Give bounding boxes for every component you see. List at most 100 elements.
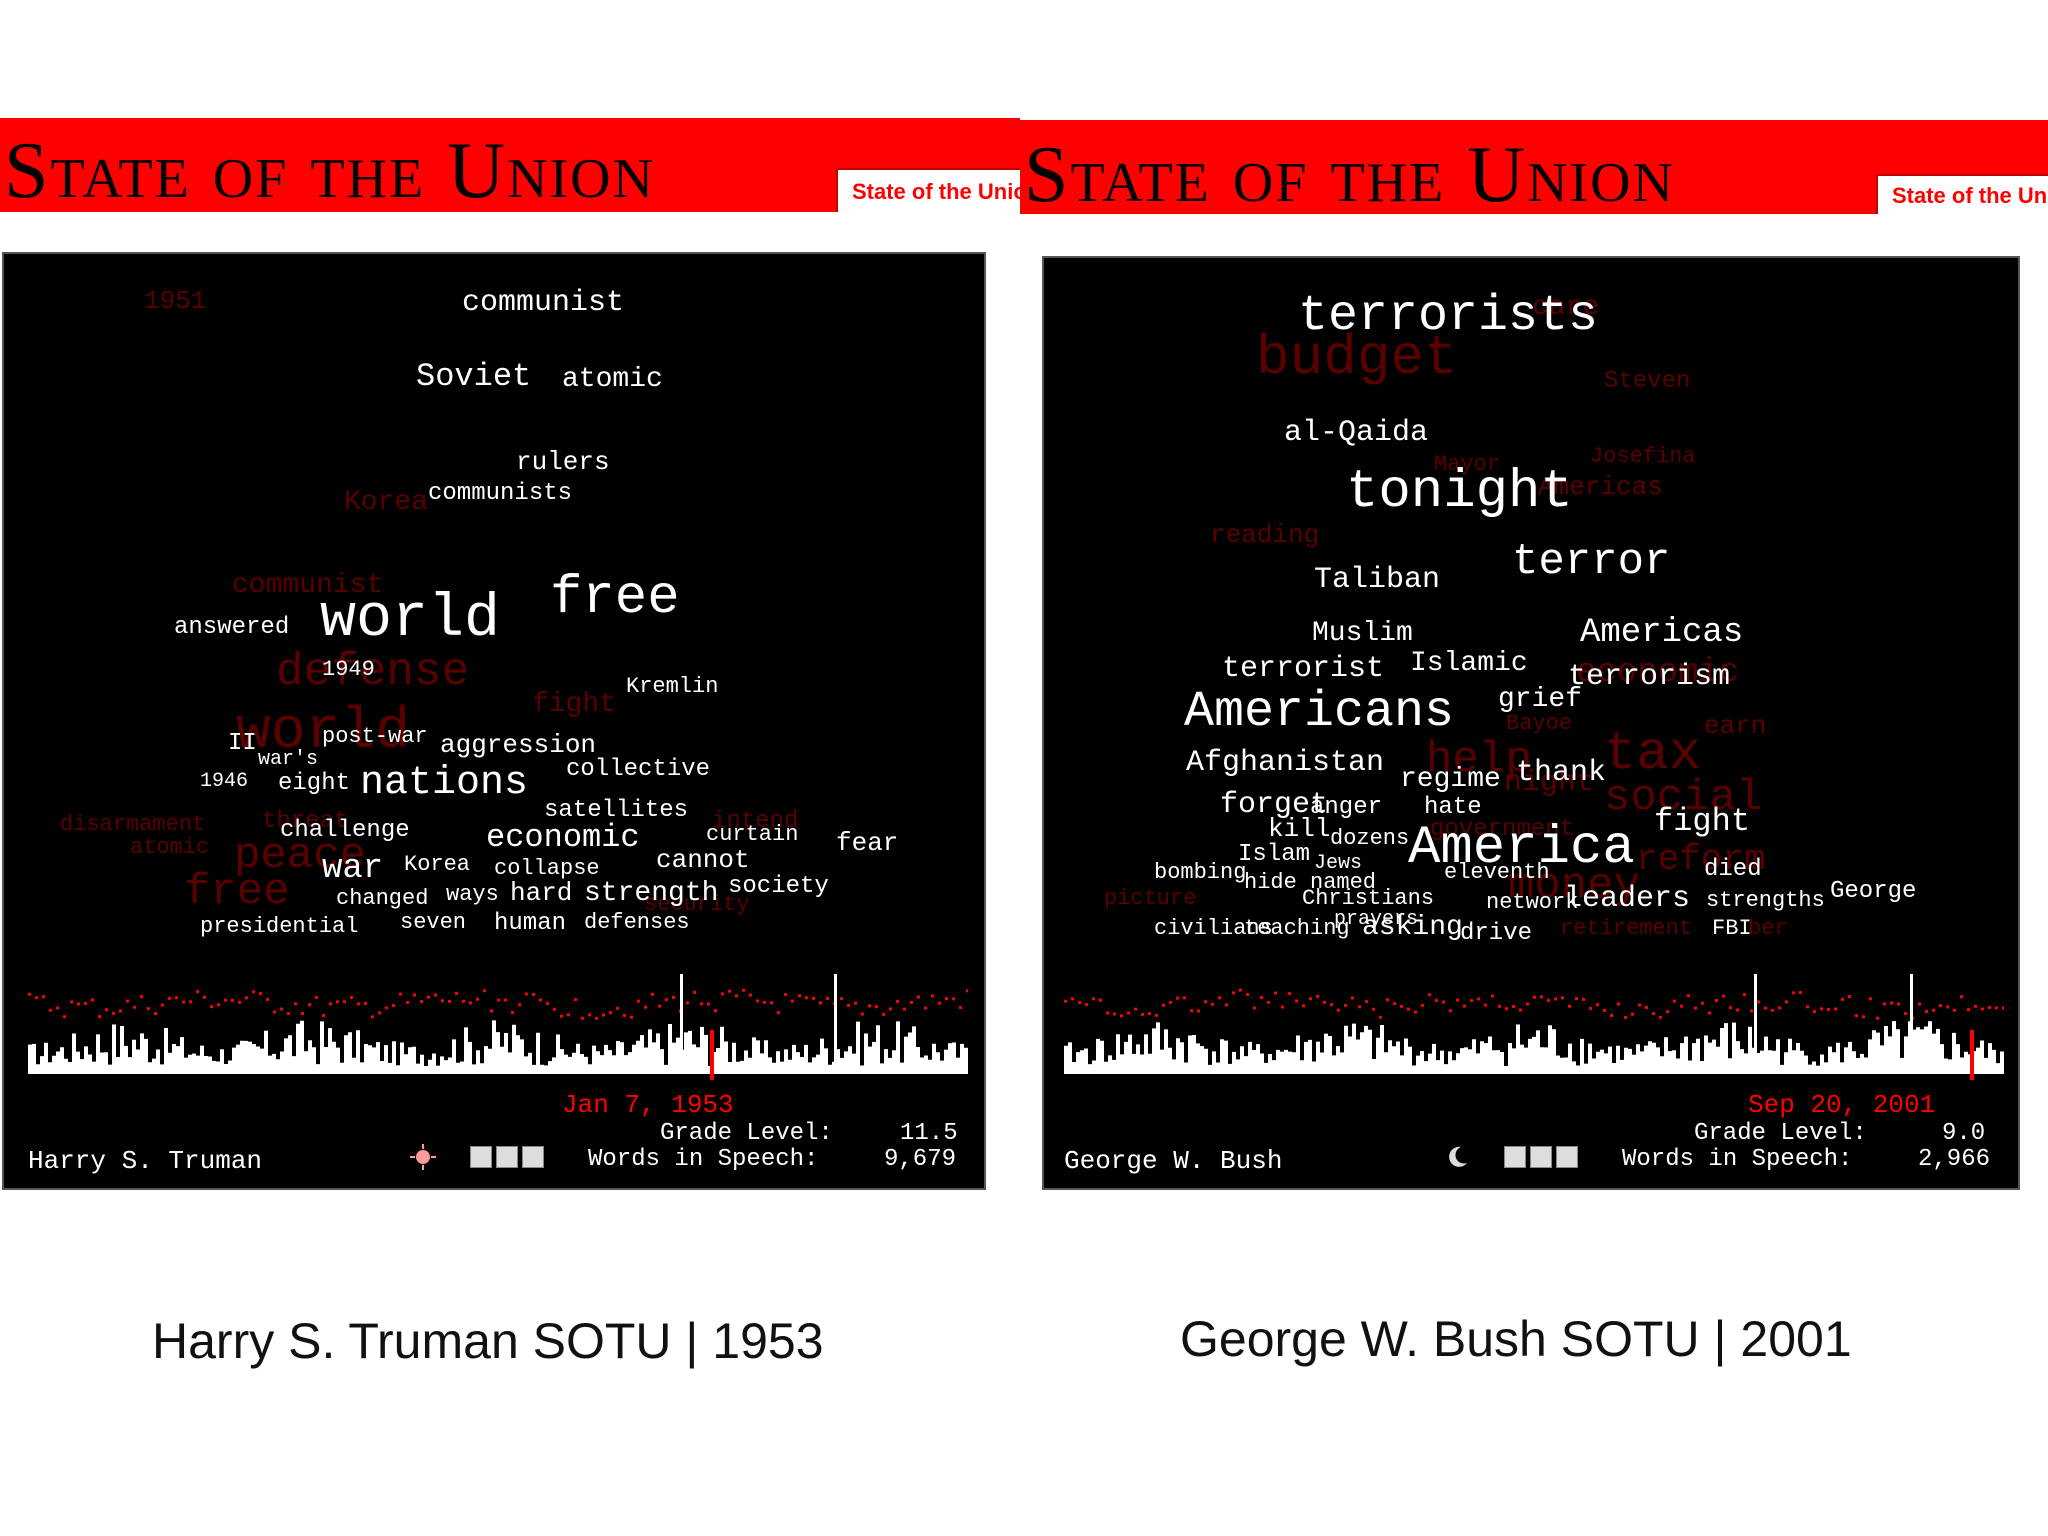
- cloud-word[interactable]: presidential: [200, 914, 359, 939]
- cloud-word[interactable]: Islamic: [1410, 648, 1528, 679]
- cloud-word[interactable]: Kremlin: [626, 674, 719, 699]
- cloud-word[interactable]: economic: [1576, 654, 1740, 692]
- cloud-word[interactable]: terrorism: [1568, 660, 1731, 694]
- cloud-word[interactable]: reform: [1636, 839, 1766, 880]
- cloud-word[interactable]: atomic: [562, 364, 663, 395]
- cloud-word[interactable]: aggression: [440, 730, 597, 760]
- cloud-word[interactable]: network: [1486, 890, 1579, 915]
- cloud-word[interactable]: money: [1508, 861, 1641, 911]
- cloud-word[interactable]: care: [1532, 292, 1600, 323]
- cloud-word[interactable]: Islam: [1238, 841, 1311, 868]
- cloud-word[interactable]: free: [550, 568, 680, 629]
- right-frequency-chart[interactable]: [1064, 974, 2004, 1084]
- cloud-word[interactable]: teaching: [1244, 916, 1350, 941]
- cloud-word[interactable]: II: [228, 730, 257, 757]
- cloud-word[interactable]: died: [1704, 856, 1762, 883]
- cloud-word[interactable]: dozens: [1330, 826, 1410, 851]
- cloud-word[interactable]: Korea: [344, 487, 429, 518]
- cloud-word[interactable]: world: [236, 700, 411, 765]
- right-banner-tab[interactable]: State of the Union: [1876, 174, 2048, 214]
- cloud-word[interactable]: cannot: [656, 845, 750, 875]
- cloud-word[interactable]: Christians: [1302, 886, 1435, 911]
- cloud-word[interactable]: Jews: [1314, 852, 1363, 875]
- cloud-word[interactable]: terrorist: [1222, 652, 1385, 686]
- cloud-word[interactable]: war: [322, 850, 384, 888]
- list-icon[interactable]: [496, 1146, 518, 1168]
- cloud-word[interactable]: Soviet: [416, 358, 532, 395]
- cloud-word[interactable]: FBI: [1712, 916, 1752, 941]
- cloud-word[interactable]: civilians: [1154, 916, 1273, 941]
- cloud-word[interactable]: nations: [360, 761, 529, 806]
- cloud-word[interactable]: 1949: [322, 657, 375, 682]
- cloud-word[interactable]: picture: [1104, 886, 1197, 911]
- cloud-word[interactable]: fight: [532, 689, 617, 720]
- cloud-word[interactable]: communists: [428, 480, 573, 507]
- list-icon[interactable]: [1530, 1146, 1552, 1168]
- cloud-word[interactable]: strength: [584, 878, 719, 909]
- left-banner-tab[interactable]: State of the Union: [836, 168, 1020, 212]
- cloud-word[interactable]: Taliban: [1314, 563, 1441, 597]
- cloud-word[interactable]: seven: [400, 910, 467, 935]
- cloud-word[interactable]: Korea: [404, 852, 471, 877]
- cloud-word[interactable]: Afghanistan: [1186, 746, 1385, 780]
- cloud-word[interactable]: free: [184, 867, 290, 917]
- cloud-word[interactable]: post-war: [322, 724, 428, 749]
- cloud-word[interactable]: economic: [486, 819, 640, 856]
- cloud-word[interactable]: retirement: [1560, 916, 1693, 941]
- cloud-word[interactable]: Bayoe: [1506, 711, 1573, 736]
- cloud-word[interactable]: night: [1504, 766, 1595, 800]
- left-frequency-chart[interactable]: [28, 974, 968, 1084]
- cloud-word[interactable]: fight: [1654, 803, 1751, 840]
- cloud-word[interactable]: thank: [1516, 756, 1607, 790]
- cloud-word[interactable]: George: [1830, 878, 1917, 905]
- cloud-word[interactable]: forget: [1220, 788, 1329, 822]
- cloud-word[interactable]: defense: [276, 646, 470, 698]
- cloud-word[interactable]: 1946: [200, 770, 249, 793]
- cloud-word[interactable]: hard: [510, 878, 573, 908]
- view-mode-icons[interactable]: [470, 1146, 544, 1168]
- cloud-word[interactable]: social: [1604, 773, 1763, 823]
- cloud-word[interactable]: society: [728, 873, 829, 900]
- cloud-word[interactable]: named: [1310, 870, 1377, 895]
- cloud-word[interactable]: disarmament: [60, 812, 206, 837]
- cloud-word[interactable]: Steven: [1604, 368, 1691, 395]
- document-icon[interactable]: [522, 1146, 544, 1168]
- cloud-word[interactable]: drive: [1460, 920, 1533, 947]
- cloud-word[interactable]: government: [1430, 816, 1575, 843]
- cloud-word[interactable]: communist: [232, 570, 384, 601]
- cloud-word[interactable]: fear: [836, 828, 899, 858]
- cloud-word[interactable]: budget: [1256, 326, 1458, 390]
- cloud-word[interactable]: Mayor: [1434, 452, 1501, 477]
- cloud-word[interactable]: America: [1408, 818, 1635, 879]
- cloud-word[interactable]: hide: [1244, 870, 1297, 895]
- cloud-word[interactable]: changed: [336, 886, 429, 911]
- cloud-word[interactable]: earn: [1704, 711, 1767, 741]
- cloud-word[interactable]: asking: [1362, 912, 1463, 943]
- cloud-word[interactable]: ways: [446, 882, 499, 907]
- cloud-word[interactable]: security: [644, 892, 750, 917]
- cloud-word[interactable]: strengths: [1706, 888, 1825, 913]
- cloud-word[interactable]: intend: [712, 808, 799, 835]
- cloud-word[interactable]: Americans: [1184, 684, 1455, 741]
- view-mode-icons[interactable]: [1504, 1146, 1578, 1168]
- cloud-word[interactable]: hate: [1424, 794, 1482, 821]
- cloud-word[interactable]: curtain: [706, 822, 799, 847]
- cloud-word[interactable]: kill: [1268, 814, 1331, 844]
- quote-icon[interactable]: [470, 1146, 492, 1168]
- cloud-word[interactable]: tax: [1604, 724, 1702, 785]
- sun-icon[interactable]: [410, 1144, 436, 1170]
- cloud-word[interactable]: prayers: [1334, 908, 1419, 931]
- cloud-word[interactable]: Josefina: [1590, 444, 1696, 469]
- cloud-word[interactable]: ber: [1748, 916, 1788, 941]
- cloud-word[interactable]: Americas: [1580, 614, 1744, 652]
- cloud-word[interactable]: anger: [1310, 794, 1383, 821]
- cloud-word[interactable]: eleventh: [1444, 860, 1550, 885]
- cloud-word[interactable]: terrorists: [1298, 288, 1599, 345]
- document-icon[interactable]: [1556, 1146, 1578, 1168]
- cloud-word[interactable]: reading: [1210, 520, 1320, 550]
- cloud-word[interactable]: regime: [1400, 764, 1501, 795]
- cloud-word[interactable]: answered: [174, 614, 290, 641]
- moon-icon[interactable]: [1444, 1144, 1470, 1170]
- cloud-word[interactable]: leaders: [1564, 882, 1691, 916]
- cloud-word[interactable]: grief: [1498, 684, 1583, 715]
